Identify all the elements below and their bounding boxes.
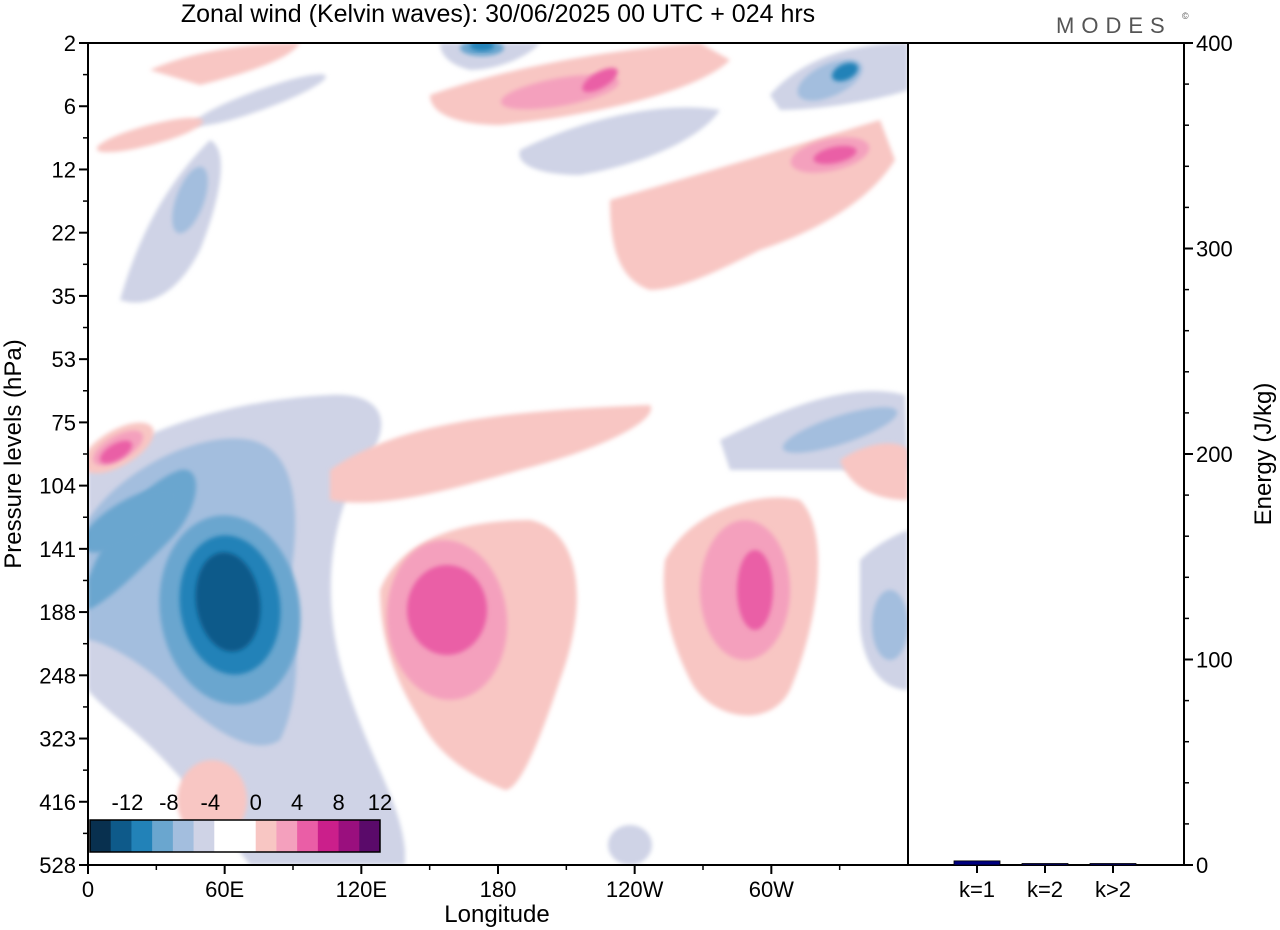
contour-neg-upper-east-level4 [831,62,859,82]
contour-neg-upper-west-level2 [172,166,208,234]
energy-tick-label: 200 [1196,442,1233,467]
x-tick-label: 60E [205,877,244,902]
y-tick-label: 141 [39,537,76,562]
y-axis-label: Pressure levels (hPa) [0,339,27,568]
contour-pos-upper-band [330,405,652,503]
contour-neg-level5-core [195,552,261,652]
colorbar-label: -4 [201,790,221,815]
colorbar: -12 -8 -4 0 4 8 12 [89,790,392,853]
contour-pos-central-level3 [407,565,487,655]
energy-panel-frame [907,42,1185,866]
contour-neg-east-lower-core [872,590,908,660]
colorbar-swatch [172,820,195,852]
energy-category-label: k=1 [959,877,995,902]
colorbar-label: 4 [291,790,303,815]
x-tick-label: 180 [480,877,517,902]
energy-bar-2 [1021,863,1069,866]
y-tick-label: 2 [64,31,76,56]
energy-axis-label: Energy (J/kg) [1250,383,1277,526]
contour-neg-top-level4 [470,43,494,51]
energy-tick-label: 100 [1196,648,1233,673]
y-tick-label: 104 [39,474,76,499]
colorbar-swatch [276,820,298,852]
colorbar-frame [89,819,381,853]
longitude-axis: 0 60E 120E 180 120W 60W [82,865,841,902]
x-axis-label: Longitude [444,901,549,928]
colorbar-swatch [359,820,381,852]
colorbar-swatch [338,820,360,852]
y-tick-label: 75 [52,410,76,435]
energy-category-label: k>2 [1095,877,1131,902]
x-tick-label: 120E [336,877,387,902]
y-tick-label: 188 [39,600,76,625]
contour-pos-upper-west [150,43,300,85]
y-tick-label: 323 [39,727,76,752]
colorbar-swatch [110,820,132,852]
colorbar-label: 0 [250,790,262,815]
colorbar-label: -8 [159,790,179,815]
energy-tick-label: 300 [1196,237,1233,262]
energy-bar-panel: 0 100 200 300 400 k=1 k=2 k>2 [907,31,1233,902]
y-tick-label: 528 [39,853,76,878]
colorbar-swatch [317,820,340,852]
colorbar-label: 8 [332,790,344,815]
y-tick-label: 35 [52,284,76,309]
chart-title: Zonal wind (Kelvin waves): 30/06/2025 00… [181,0,815,28]
energy-category-label: k=2 [1027,877,1063,902]
contour-pos-upper-west-streak [96,117,204,153]
colorbar-swatch [152,820,174,852]
colorbar-swatch [90,820,112,852]
contour-neg-east-level2 [782,407,898,453]
energy-tick-label: 0 [1196,853,1208,878]
y-tick-label: 22 [52,221,76,246]
contour-pos-west-level3 [99,440,133,464]
colorbar-swatch [214,820,236,852]
colorbar-swatch [297,820,319,852]
y-tick-label: 6 [64,94,76,119]
contour-pos-east-level3 [737,550,773,630]
y-tick-label: 248 [39,663,76,688]
y-tick-label: 12 [52,157,76,182]
energy-bar-1 [953,860,1001,866]
x-tick-label: 60W [749,877,794,902]
contour-neg-level3-west [88,487,179,553]
contour-pos-top-level3 [582,67,618,93]
contour-neg-upper-west-streak [194,74,326,126]
colorbar-swatch [255,820,277,852]
colorbar-label: 12 [368,790,392,815]
colorbar-swatch [235,820,257,852]
x-tick-label: 0 [82,877,94,902]
energy-bar-3 [1089,863,1137,866]
pressure-axis: 2 6 12 22 35 53 75 104 141 188 248 323 416 528 [39,31,88,878]
contour-pos-east-edge [840,443,908,500]
modes-logo: MODES [1056,13,1172,38]
y-tick-label: 53 [52,347,76,372]
colorbar-swatch [131,820,153,852]
contour-neg-upper-west-level1 [120,140,221,303]
contour-pos-upper-east-level3 [813,145,857,165]
contour-neg-upper-mid [519,107,720,175]
colorbar-swatch [193,820,215,852]
x-tick-label: 120W [606,877,664,902]
contour-neg-surface-mid [608,825,652,865]
colorbar-label: -12 [112,790,144,815]
y-tick-label: 416 [39,790,76,815]
energy-tick-label: 400 [1196,31,1233,56]
logo-registered-mark: © [1182,11,1189,21]
wind-contour-field [88,43,908,865]
